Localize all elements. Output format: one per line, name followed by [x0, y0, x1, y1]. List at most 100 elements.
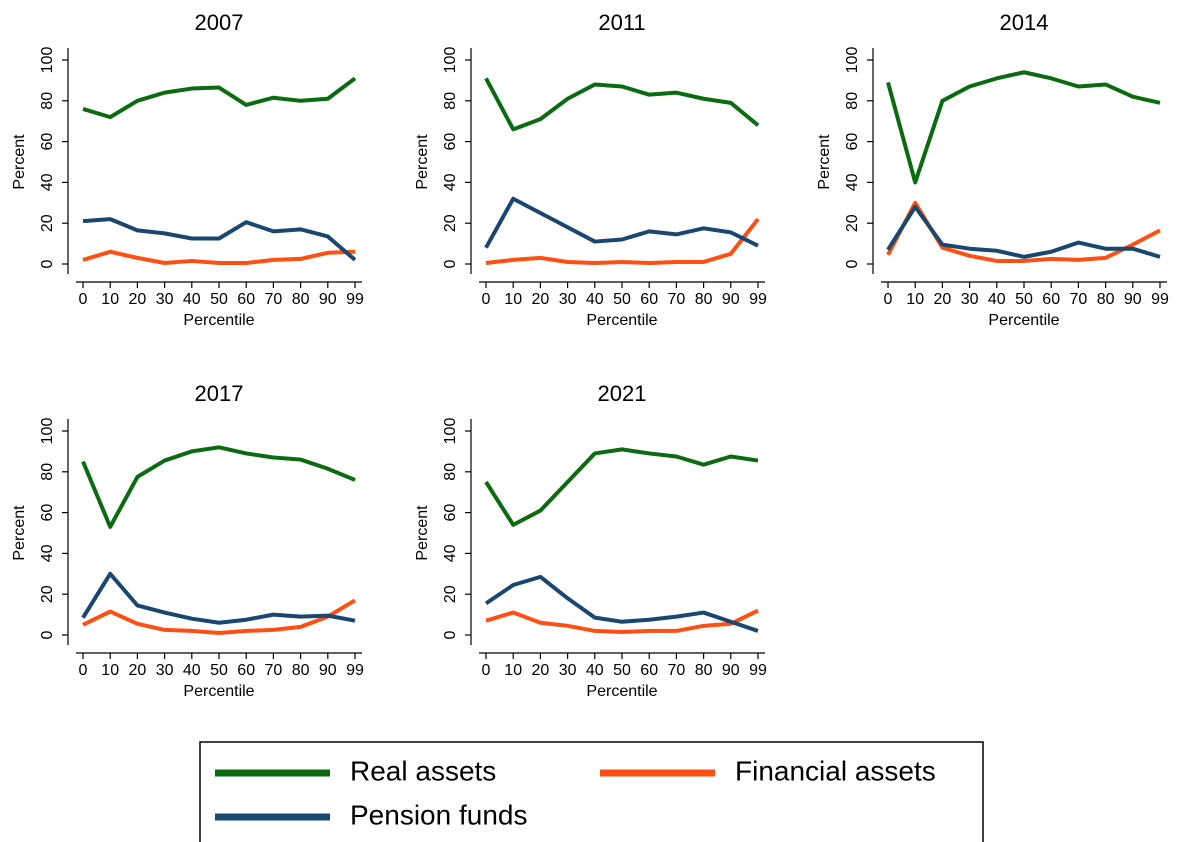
x-tick-label: 60	[640, 662, 658, 679]
x-tick-label: 10	[906, 291, 924, 308]
y-tick-label: 80	[442, 463, 459, 481]
x-tick-label: 50	[613, 662, 631, 679]
x-tick-label: 99	[749, 662, 767, 679]
x-tick-label: 20	[532, 291, 550, 308]
x-tick-label: 99	[749, 291, 767, 308]
x-tick-label: 20	[129, 291, 147, 308]
legend-label: Pension funds	[350, 799, 527, 830]
y-tick-label: 20	[442, 214, 459, 232]
x-tick-label: 80	[695, 662, 713, 679]
x-tick-label: 30	[961, 291, 979, 308]
series-line	[82, 217, 357, 262]
y-tick-label: 40	[442, 544, 459, 562]
panel-title: 2021	[598, 381, 647, 406]
y-tick-label: 0	[442, 630, 459, 639]
x-tick-label: 99	[346, 662, 364, 679]
series-line	[82, 249, 356, 265]
series-line	[886, 200, 1161, 263]
x-tick-label: 0	[79, 662, 88, 679]
x-tick-label: 60	[640, 291, 658, 308]
x-tick-label: 50	[1015, 291, 1033, 308]
y-tick-label: 100	[442, 418, 459, 445]
y-tick-label: 80	[39, 92, 56, 110]
x-tick-label: 40	[183, 662, 201, 679]
x-tick-label: 10	[504, 291, 522, 308]
y-tick-label: 40	[39, 173, 56, 191]
x-tick-label: 20	[934, 291, 952, 308]
x-tick-label: 30	[559, 662, 577, 679]
x-tick-label: 60	[1042, 291, 1060, 308]
series-line	[484, 196, 759, 249]
x-tick-label: 90	[319, 291, 337, 308]
x-tick-label: 0	[884, 291, 893, 308]
y-tick-label: 20	[442, 585, 459, 603]
series-line	[484, 447, 759, 527]
x-axis-label: Percentile	[988, 312, 1059, 329]
y-tick-label: 40	[442, 173, 459, 191]
y-tick-label: 0	[844, 259, 861, 268]
y-tick-label: 100	[39, 47, 56, 74]
x-tick-label: 50	[210, 291, 228, 308]
y-axis-label: Percent	[11, 134, 28, 190]
x-tick-label: 10	[504, 662, 522, 679]
x-tick-label: 20	[532, 662, 550, 679]
x-tick-label: 70	[668, 662, 686, 679]
y-tick-label: 0	[39, 259, 56, 268]
x-tick-label: 50	[613, 291, 631, 308]
x-tick-label: 0	[482, 291, 491, 308]
series-line	[81, 571, 356, 625]
x-tick-label: 40	[586, 291, 604, 308]
y-axis-label: Percent	[816, 134, 833, 190]
y-tick-label: 20	[39, 214, 56, 232]
y-tick-label: 0	[39, 630, 56, 639]
y-tick-label: 100	[442, 47, 459, 74]
x-tick-label: 10	[101, 662, 119, 679]
y-axis-label: Percent	[414, 505, 431, 561]
series-line	[485, 608, 759, 634]
panel-title: 2007	[195, 10, 244, 35]
x-axis-label: Percentile	[183, 683, 254, 700]
x-tick-label: 20	[129, 662, 147, 679]
x-tick-label: 90	[319, 662, 337, 679]
series-line	[484, 574, 759, 633]
x-tick-label: 40	[183, 291, 201, 308]
x-tick-label: 30	[559, 291, 577, 308]
x-tick-label: 0	[482, 662, 491, 679]
legend-box	[199, 741, 984, 842]
series-line	[81, 445, 356, 529]
series-line	[82, 76, 357, 120]
x-tick-label: 60	[237, 291, 255, 308]
x-tick-label: 99	[346, 291, 364, 308]
y-tick-label: 20	[844, 214, 861, 232]
x-axis-label: Percentile	[586, 683, 657, 700]
x-tick-label: 0	[79, 291, 88, 308]
x-axis-label: Percentile	[183, 312, 254, 329]
x-tick-label: 10	[101, 291, 119, 308]
y-tick-label: 100	[39, 418, 56, 445]
legend-label: Real assets	[350, 755, 496, 786]
x-tick-label: 99	[1151, 291, 1169, 308]
legend-label: Financial assets	[735, 755, 936, 786]
y-tick-label: 100	[844, 47, 861, 74]
y-tick-label: 60	[442, 504, 459, 522]
y-tick-label: 20	[39, 585, 56, 603]
x-tick-label: 70	[1070, 291, 1088, 308]
x-tick-label: 70	[265, 662, 283, 679]
y-tick-label: 80	[442, 92, 459, 110]
x-tick-label: 50	[210, 662, 228, 679]
x-tick-label: 90	[1124, 291, 1142, 308]
y-tick-label: 60	[442, 133, 459, 151]
x-tick-label: 90	[722, 291, 740, 308]
y-tick-label: 80	[39, 463, 56, 481]
y-axis-label: Percent	[414, 134, 431, 190]
series-line	[484, 77, 760, 132]
y-tick-label: 40	[844, 173, 861, 191]
series-line	[82, 598, 357, 635]
series-line	[886, 204, 1161, 259]
series-line	[485, 217, 760, 265]
x-tick-label: 60	[237, 662, 255, 679]
x-tick-label: 40	[586, 662, 604, 679]
series-line	[886, 70, 1161, 185]
x-axis-label: Percentile	[586, 312, 657, 329]
